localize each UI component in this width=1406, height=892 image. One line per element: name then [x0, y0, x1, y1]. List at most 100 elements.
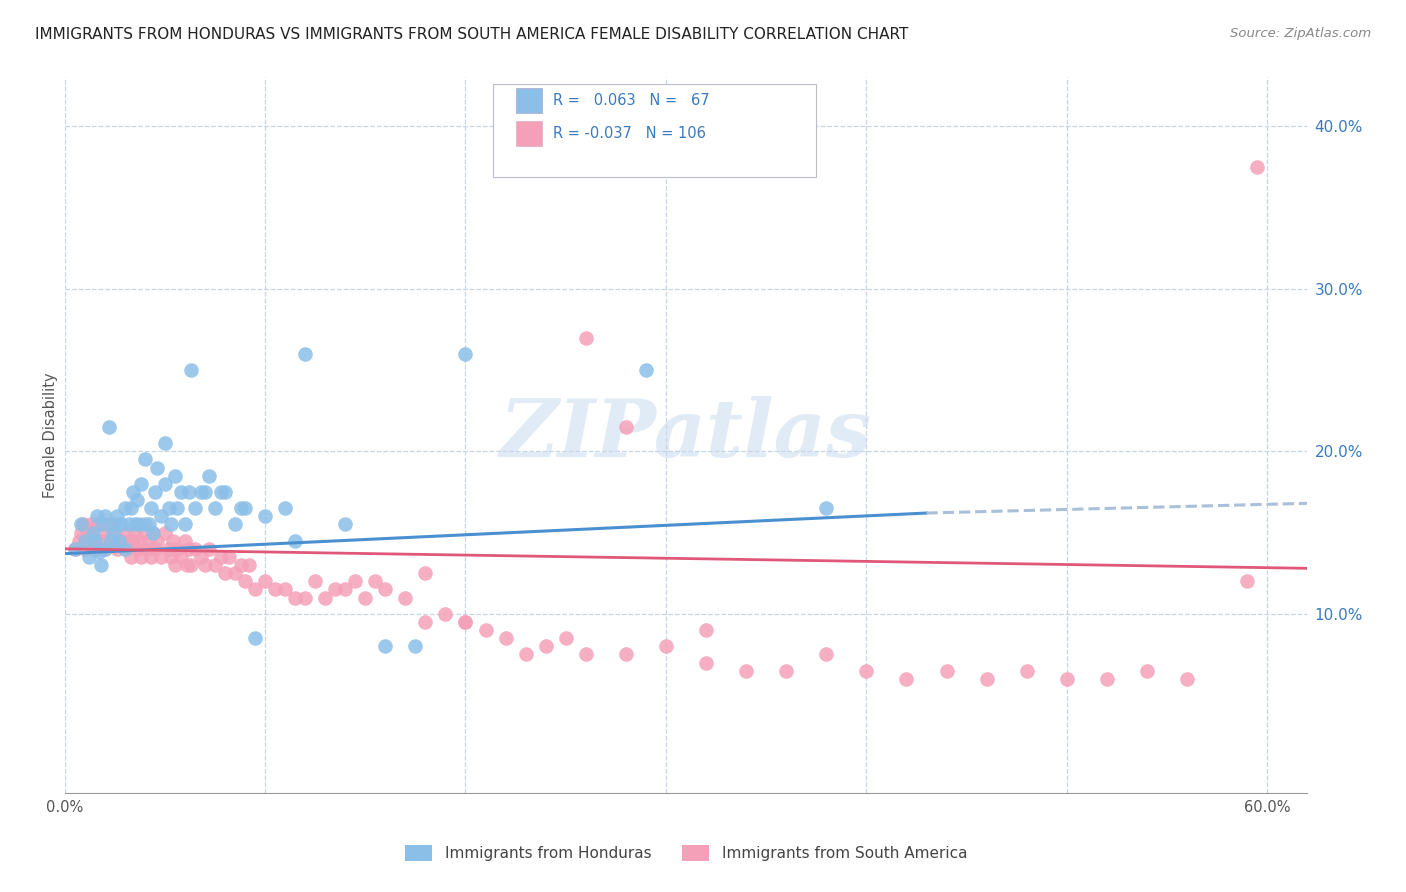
Point	[198, 468, 221, 483]
Point	[294, 347, 316, 361]
Point	[695, 656, 717, 670]
Point	[135, 541, 157, 556]
Point	[238, 558, 260, 572]
Point	[855, 664, 877, 678]
Point	[77, 533, 100, 548]
Point	[138, 517, 160, 532]
Point	[434, 607, 457, 621]
Point	[163, 468, 186, 483]
Point	[209, 549, 232, 564]
Point	[143, 484, 166, 499]
Point	[634, 363, 657, 377]
Text: Source: ZipAtlas.com: Source: ZipAtlas.com	[1230, 27, 1371, 40]
Point	[173, 517, 195, 532]
Point	[139, 501, 162, 516]
Point	[86, 517, 108, 532]
Text: R =   0.063   N =   67: R = 0.063 N = 67	[553, 93, 710, 108]
Point	[304, 574, 326, 589]
Point	[233, 574, 256, 589]
Point	[495, 631, 517, 645]
Text: ZIPatlas: ZIPatlas	[501, 396, 872, 474]
Point	[115, 525, 138, 540]
Point	[121, 484, 143, 499]
Point	[83, 533, 105, 548]
Point	[1136, 664, 1159, 678]
Point	[139, 549, 162, 564]
Point	[93, 541, 115, 556]
Point	[72, 517, 94, 532]
Point	[224, 517, 246, 532]
Point	[105, 541, 128, 556]
Point	[107, 533, 129, 548]
Point	[104, 525, 127, 540]
Point	[394, 591, 416, 605]
Point	[120, 501, 142, 516]
Point	[97, 517, 120, 532]
Point	[177, 541, 200, 556]
Point	[110, 517, 132, 532]
Point	[110, 533, 132, 548]
Point	[63, 541, 86, 556]
Point	[162, 533, 184, 548]
Point	[454, 615, 477, 629]
Point	[274, 582, 297, 597]
Point	[97, 420, 120, 434]
Point	[173, 533, 195, 548]
Point	[243, 582, 266, 597]
Point	[69, 525, 91, 540]
Point	[264, 582, 287, 597]
Point	[145, 460, 167, 475]
Point	[82, 525, 104, 540]
Point	[333, 517, 356, 532]
Point	[86, 509, 108, 524]
Point	[67, 533, 90, 548]
Point	[815, 648, 838, 662]
Point	[93, 509, 115, 524]
Point	[177, 484, 200, 499]
Point	[180, 363, 202, 377]
Point	[129, 476, 152, 491]
Point	[233, 501, 256, 516]
Point	[184, 541, 207, 556]
Point	[114, 541, 136, 556]
Point	[229, 501, 252, 516]
Point	[243, 631, 266, 645]
Point	[100, 533, 122, 548]
Point	[1095, 672, 1118, 686]
Point	[775, 664, 797, 678]
Point	[120, 549, 142, 564]
Point	[204, 501, 226, 516]
Point	[145, 533, 167, 548]
Point	[124, 525, 146, 540]
Point	[1056, 672, 1078, 686]
Point	[134, 452, 156, 467]
Point	[121, 533, 143, 548]
Point	[63, 541, 86, 556]
Point	[90, 558, 112, 572]
Point	[190, 549, 212, 564]
Point	[474, 623, 496, 637]
Point	[153, 436, 176, 450]
Point	[614, 648, 637, 662]
Point	[454, 615, 477, 629]
Point	[69, 517, 91, 532]
Point	[128, 533, 150, 548]
Point	[87, 545, 110, 559]
Point	[294, 591, 316, 605]
Point	[229, 558, 252, 572]
Point	[354, 591, 377, 605]
Point	[77, 549, 100, 564]
Point	[128, 517, 150, 532]
Point	[142, 525, 165, 540]
Point	[91, 533, 114, 548]
Point	[134, 517, 156, 532]
Text: IMMIGRANTS FROM HONDURAS VS IMMIGRANTS FROM SOUTH AMERICA FEMALE DISABILITY CORR: IMMIGRANTS FROM HONDURAS VS IMMIGRANTS F…	[35, 27, 908, 42]
Point	[198, 541, 221, 556]
Point	[218, 549, 240, 564]
Point	[125, 493, 148, 508]
Point	[1246, 160, 1268, 174]
Point	[129, 549, 152, 564]
Point	[374, 582, 396, 597]
Point	[554, 631, 576, 645]
Point	[344, 574, 367, 589]
